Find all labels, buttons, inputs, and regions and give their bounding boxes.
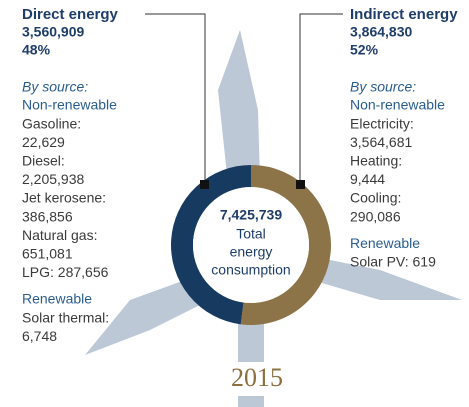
donut bbox=[171, 165, 331, 325]
item-line: Solar PV: 619 bbox=[350, 254, 436, 270]
amount: 3,560,909 bbox=[22, 24, 84, 40]
amount: 3,864,830 bbox=[350, 24, 412, 40]
item-line: 290,086 bbox=[350, 208, 401, 224]
item-line: 9,444 bbox=[350, 171, 385, 187]
year-box bbox=[222, 362, 292, 396]
share: 52% bbox=[350, 42, 379, 58]
category-name: Indirect energy bbox=[350, 6, 458, 23]
total-label: Total energy consumption bbox=[211, 226, 290, 278]
by-source: By source: bbox=[350, 79, 416, 95]
total-label-line: Total bbox=[236, 226, 266, 242]
item-line: 3,564,681 bbox=[350, 134, 412, 150]
leader-left bbox=[145, 13, 206, 185]
item-line: LPG: 287,656 bbox=[22, 264, 109, 280]
item-line: 2,205,938 bbox=[22, 171, 84, 187]
donut-segment bbox=[171, 165, 252, 325]
year: 2015 bbox=[231, 363, 283, 392]
item-line: Gasoline: bbox=[22, 115, 81, 131]
item-line: Cooling: bbox=[350, 190, 401, 206]
group-name: Non-renewable bbox=[22, 97, 117, 113]
share: 48% bbox=[22, 42, 51, 58]
leader-marker-left bbox=[200, 180, 209, 189]
item-line: 651,081 bbox=[22, 246, 73, 262]
donut-hole bbox=[193, 187, 309, 303]
leader-marker-right bbox=[296, 180, 305, 189]
group-name: Non-renewable bbox=[350, 97, 445, 113]
item-line: 6,748 bbox=[22, 328, 57, 344]
leader-right bbox=[299, 13, 343, 185]
group-name: Renewable bbox=[22, 291, 92, 307]
total-label-line: consumption bbox=[211, 262, 290, 278]
item-line: Heating: bbox=[350, 153, 402, 169]
total-label-line: energy bbox=[230, 244, 273, 260]
total-value: 7,425,739 bbox=[220, 207, 282, 223]
by-source: By source: bbox=[22, 79, 88, 95]
item-line: 386,856 bbox=[22, 208, 73, 224]
item-line: Jet kerosene: bbox=[22, 190, 106, 206]
group-name: Renewable bbox=[350, 235, 420, 251]
item-line: Natural gas: bbox=[22, 227, 97, 243]
item-line: Solar thermal: bbox=[22, 309, 109, 325]
item-line: Diesel: bbox=[22, 153, 65, 169]
item-line: 22,629 bbox=[22, 134, 65, 150]
item-line: Electricity: bbox=[350, 115, 414, 131]
donut-segment bbox=[240, 165, 331, 325]
category-name: Direct energy bbox=[22, 6, 119, 23]
